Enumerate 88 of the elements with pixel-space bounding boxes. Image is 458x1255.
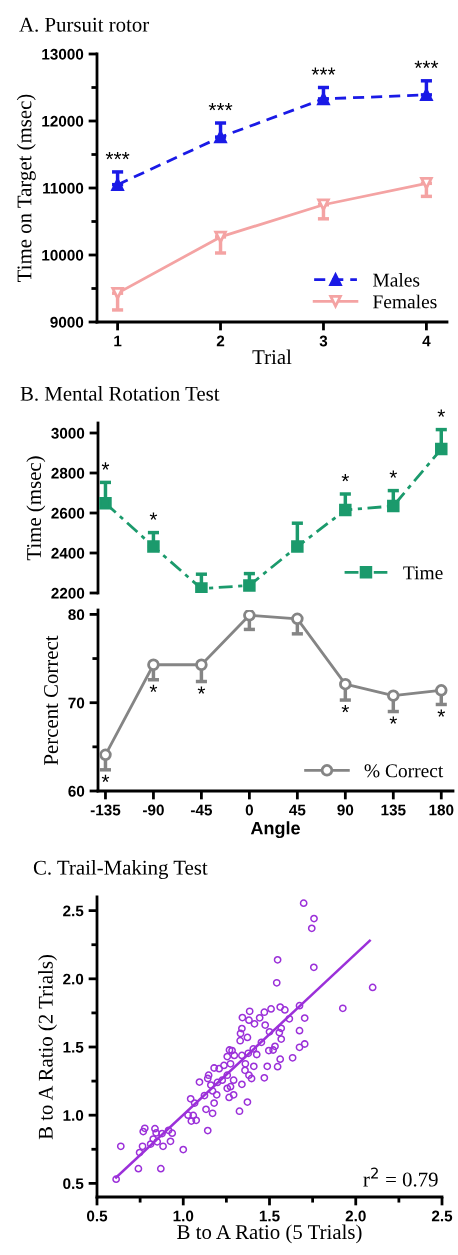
x-axis-title: Trial bbox=[252, 349, 292, 365]
point bbox=[243, 610, 256, 622]
annotation: * bbox=[101, 462, 110, 470]
legend-label: Females bbox=[373, 294, 437, 309]
annotation: *** bbox=[208, 102, 233, 111]
point bbox=[147, 540, 160, 553]
x-tick-label: 45 bbox=[289, 804, 306, 816]
point bbox=[291, 612, 304, 626]
point bbox=[317, 198, 330, 211]
x-axis-title: B to A Ratio (5 Trials) bbox=[177, 1224, 362, 1244]
point bbox=[99, 496, 112, 510]
x-tick-label: 180 bbox=[429, 804, 454, 816]
y-tick-label: 1.5 bbox=[63, 1042, 84, 1053]
point bbox=[339, 677, 352, 691]
y-tick-label: 70 bbox=[68, 697, 85, 709]
point bbox=[435, 442, 448, 456]
point bbox=[214, 130, 227, 144]
point bbox=[111, 286, 124, 300]
annotation: * bbox=[389, 716, 398, 724]
y-tick-label: 9000 bbox=[50, 316, 84, 328]
annotation: * bbox=[437, 409, 445, 417]
x-tick-label: 1.0 bbox=[173, 1210, 194, 1222]
x-tick-label: 2.0 bbox=[345, 1210, 366, 1222]
annotation: r$^{2}$ = 0.79 bbox=[363, 1167, 438, 1187]
y-tick-label: 0.5 bbox=[63, 1178, 84, 1190]
x-tick-label: 90 bbox=[337, 804, 354, 816]
annotation: *** bbox=[311, 67, 336, 75]
legend-label: Time bbox=[403, 566, 443, 580]
y-axis-title: Time (msec) bbox=[26, 456, 46, 561]
x-tick-label: -90 bbox=[142, 804, 164, 816]
annotation: *** bbox=[414, 60, 439, 69]
annotation: * bbox=[149, 512, 158, 520]
point bbox=[99, 748, 112, 762]
point bbox=[214, 230, 227, 244]
y-tick-label: 60 bbox=[68, 785, 85, 797]
y-tick-label: 80 bbox=[68, 609, 85, 621]
x-tick-label: 1 bbox=[114, 335, 122, 347]
y-tick-label: 2800 bbox=[51, 467, 85, 479]
x-tick-label: 2 bbox=[216, 335, 225, 347]
annotation: * bbox=[341, 473, 350, 482]
legend-label: Males bbox=[373, 273, 420, 287]
y-tick-label: 3000 bbox=[51, 427, 85, 439]
chart-title: C. Trail-Making Test bbox=[33, 860, 208, 879]
y-axis-title: Percent Correct bbox=[44, 635, 59, 765]
chart-title: A. Pursuit rotor bbox=[19, 17, 150, 32]
y-tick-label: 1.0 bbox=[63, 1110, 84, 1121]
point bbox=[195, 582, 208, 593]
point bbox=[317, 92, 330, 106]
y-tick-label: 2400 bbox=[51, 547, 85, 559]
point bbox=[339, 503, 352, 517]
point bbox=[435, 684, 448, 697]
annotation: * bbox=[149, 684, 158, 692]
annotation: *** bbox=[105, 151, 130, 160]
point bbox=[420, 88, 433, 102]
x-tick-label: -45 bbox=[190, 804, 213, 816]
point bbox=[195, 658, 208, 671]
annotation: * bbox=[437, 709, 445, 717]
x-tick-label: 0.5 bbox=[86, 1210, 108, 1222]
annotation: * bbox=[389, 470, 398, 478]
point bbox=[147, 658, 160, 671]
y-tick-label: 10000 bbox=[42, 249, 84, 261]
x-tick-label: 4 bbox=[422, 335, 431, 347]
x-tick-label: 2.5 bbox=[431, 1210, 453, 1222]
annotation: * bbox=[101, 774, 110, 783]
x-axis-title: Angle bbox=[250, 821, 300, 839]
y-tick-label: 11000 bbox=[43, 182, 84, 194]
y-axis-title: B to A Ratio (2 Trials) bbox=[38, 955, 58, 1140]
x-tick-label: 1.5 bbox=[259, 1210, 280, 1222]
x-tick-label: 0 bbox=[245, 804, 253, 816]
y-axis-title: Time on Target (msec) bbox=[16, 94, 36, 282]
point bbox=[291, 540, 304, 553]
y-tick-label: 2.5 bbox=[63, 905, 84, 917]
x-tick-label: -135 bbox=[90, 804, 121, 816]
y-tick-label: 2600 bbox=[51, 507, 85, 519]
annotation: * bbox=[197, 686, 206, 694]
chart-title: B. Mental Rotation Test bbox=[20, 386, 220, 401]
y-tick-label: 2200 bbox=[51, 587, 85, 599]
point bbox=[111, 178, 124, 191]
y-tick-label: 2.0 bbox=[63, 973, 84, 985]
x-tick-label: 3 bbox=[319, 335, 328, 347]
point bbox=[387, 499, 400, 513]
annotation: * bbox=[341, 704, 350, 713]
y-tick-label: 12000 bbox=[42, 115, 84, 127]
legend-label: % Correct bbox=[364, 764, 444, 778]
x-tick-label: 135 bbox=[381, 804, 406, 816]
point bbox=[243, 579, 256, 592]
y-tick-label: 13000 bbox=[42, 48, 84, 60]
point bbox=[387, 689, 400, 702]
